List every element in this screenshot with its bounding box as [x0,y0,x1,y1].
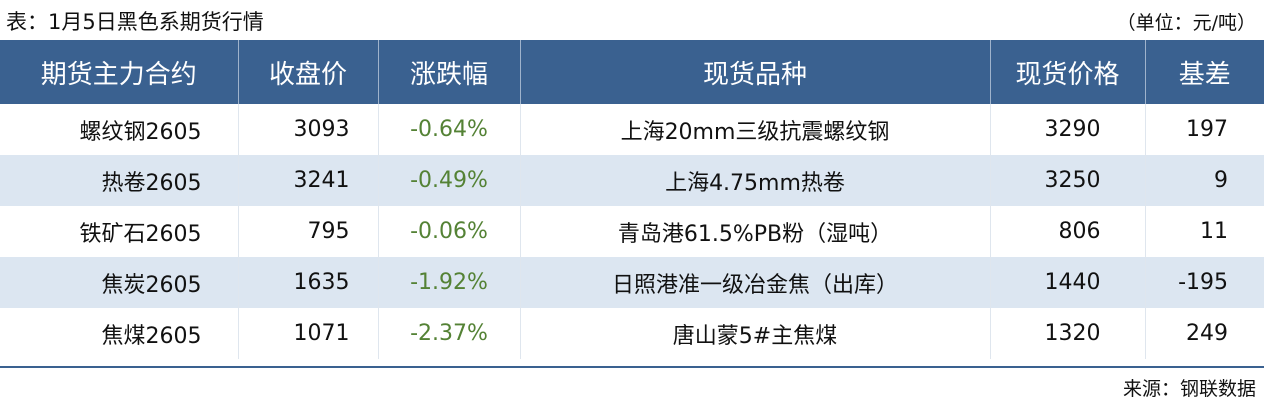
contract-cell: 螺纹钢2605 [79,119,202,145]
change-cell: -2.37% [377,308,520,359]
change-cell: -0.06% [377,206,520,257]
header-spot-price: 现货价格 [989,40,1145,104]
basis-cell: 9 [1144,155,1264,206]
spot-type-cell: 日照港准一级冶金焦（出库） [519,257,990,308]
spot-price-cell: 3250 [989,155,1145,206]
table-title: 表：1月5日黑色系期货行情 [6,10,264,34]
close-cell: 1635 [237,257,378,308]
header-close: 收盘价 [237,40,378,104]
header-basis: 基差 [1144,40,1264,104]
spot-price-cell: 1440 [989,257,1145,308]
header-row: 期货主力合约 收盘价 涨跌幅 现货品种 现货价格 基差 [0,40,1264,104]
table-row: 铁矿石2605 795 -0.06% 青岛港61.5%PB粉（湿吨） 806 11 [0,206,1264,257]
close-cell: 3093 [237,104,378,155]
contract-cell: 焦煤2605 [101,323,202,349]
source-label: 来源：钢联数据 [1122,378,1256,400]
contract-cell: 铁矿石2605 [79,221,202,247]
change-cell: -1.92% [377,257,520,308]
header-change: 涨跌幅 [377,40,520,104]
basis-cell: 249 [1144,308,1264,359]
table-row: 螺纹钢2605 3093 -0.64% 上海20mm三级抗震螺纹钢 3290 197 [0,104,1264,155]
table-row: 热卷2605 3241 -0.49% 上海4.75mm热卷 3250 9 [0,155,1264,206]
close-cell: 795 [237,206,378,257]
futures-table: 期货主力合约 收盘价 涨跌幅 现货品种 现货价格 基差 螺纹钢2605 3093-… [0,40,1264,359]
table-row: 焦煤2605 1071 -2.37% 唐山蒙5#主焦煤 1320 249 [0,308,1264,359]
basis-cell: -195 [1144,257,1264,308]
unit-label: （单位：元/吨） [1116,12,1256,34]
spot-type-cell: 唐山蒙5#主焦煤 [519,308,990,359]
table-row: 焦炭2605 1635 -1.92% 日照港准一级冶金焦（出库） 1440 -195 [0,257,1264,308]
change-cell: -0.64% [377,104,520,155]
spot-price-cell: 806 [989,206,1145,257]
spot-type-cell: 上海20mm三级抗震螺纹钢 [519,104,990,155]
close-cell: 1071 [237,308,378,359]
spot-price-cell: 3290 [989,104,1145,155]
change-cell: -0.49% [377,155,520,206]
header-spot-type: 现货品种 [519,40,990,104]
basis-cell: 11 [1144,206,1264,257]
spot-price-cell: 1320 [989,308,1145,359]
spot-type-cell: 青岛港61.5%PB粉（湿吨） [519,206,990,257]
contract-cell: 焦炭2605 [0,257,238,308]
contract-cell: 热卷2605 [0,155,238,206]
close-cell: 3241 [237,155,378,206]
header-contract: 期货主力合约 [0,40,238,104]
spot-type-cell: 上海4.75mm热卷 [519,155,990,206]
bottom-rule [0,366,1264,368]
basis-cell: 197 [1144,104,1264,155]
